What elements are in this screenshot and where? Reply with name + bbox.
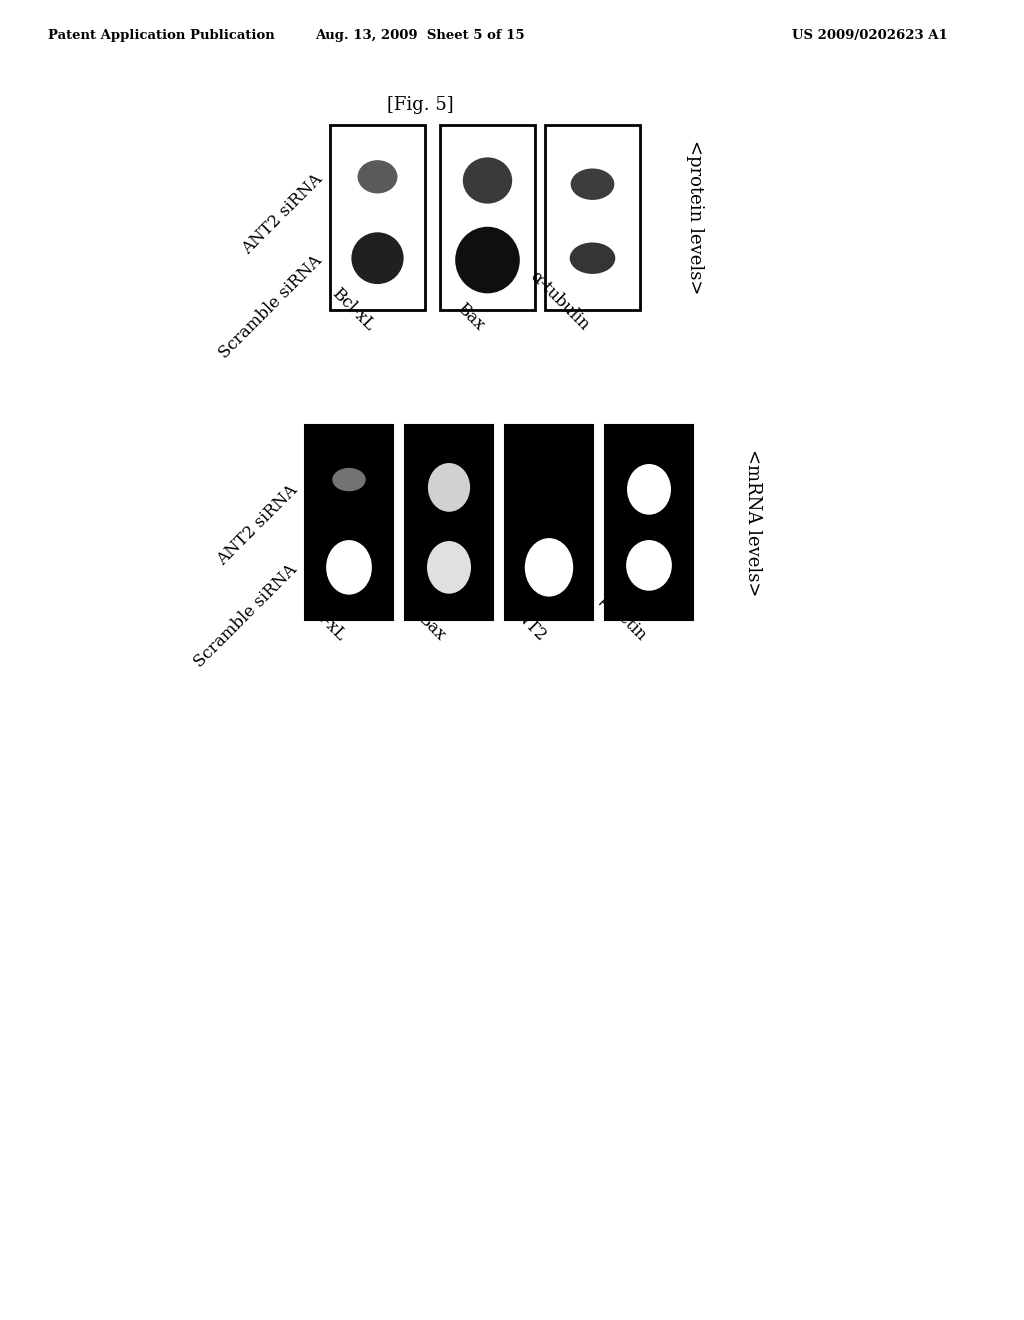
Ellipse shape (326, 540, 372, 594)
Ellipse shape (332, 467, 366, 491)
Text: Bax: Bax (415, 610, 449, 644)
Text: Bcl-xL: Bcl-xL (328, 285, 378, 334)
Ellipse shape (626, 540, 672, 591)
Ellipse shape (427, 541, 471, 594)
Bar (605, 425, 693, 620)
Text: Bax: Bax (454, 300, 487, 334)
Ellipse shape (456, 227, 520, 293)
Text: Aug. 13, 2009  Sheet 5 of 15: Aug. 13, 2009 Sheet 5 of 15 (315, 29, 525, 41)
Ellipse shape (463, 157, 512, 203)
Text: ANT2 siRNA: ANT2 siRNA (239, 170, 326, 257)
Text: <mRNA levels>: <mRNA levels> (744, 449, 762, 597)
Text: Scramble siRNA: Scramble siRNA (216, 252, 326, 362)
Text: ANT2: ANT2 (503, 598, 549, 644)
Text: US 2009/0202623 A1: US 2009/0202623 A1 (793, 29, 948, 41)
Ellipse shape (428, 463, 470, 512)
Text: <protein levels>: <protein levels> (686, 140, 705, 294)
Text: Scramble siRNA: Scramble siRNA (191, 561, 301, 671)
Text: Patent Application Publication: Patent Application Publication (48, 29, 274, 41)
Text: Bcl-xL: Bcl-xL (300, 594, 349, 644)
Ellipse shape (357, 160, 397, 194)
Bar (305, 425, 393, 620)
Text: β-actin: β-actin (597, 591, 649, 644)
Bar (505, 425, 593, 620)
Ellipse shape (524, 539, 573, 597)
Bar (330, 125, 425, 310)
Ellipse shape (570, 169, 614, 199)
Bar (406, 425, 493, 620)
Text: α-tubulin: α-tubulin (526, 268, 593, 334)
Text: [Fig. 5]: [Fig. 5] (387, 96, 454, 114)
Ellipse shape (351, 232, 403, 284)
Bar (545, 125, 640, 310)
Bar (440, 125, 535, 310)
Text: ANT2 siRNA: ANT2 siRNA (214, 482, 301, 569)
Ellipse shape (569, 243, 615, 275)
Ellipse shape (627, 465, 671, 515)
